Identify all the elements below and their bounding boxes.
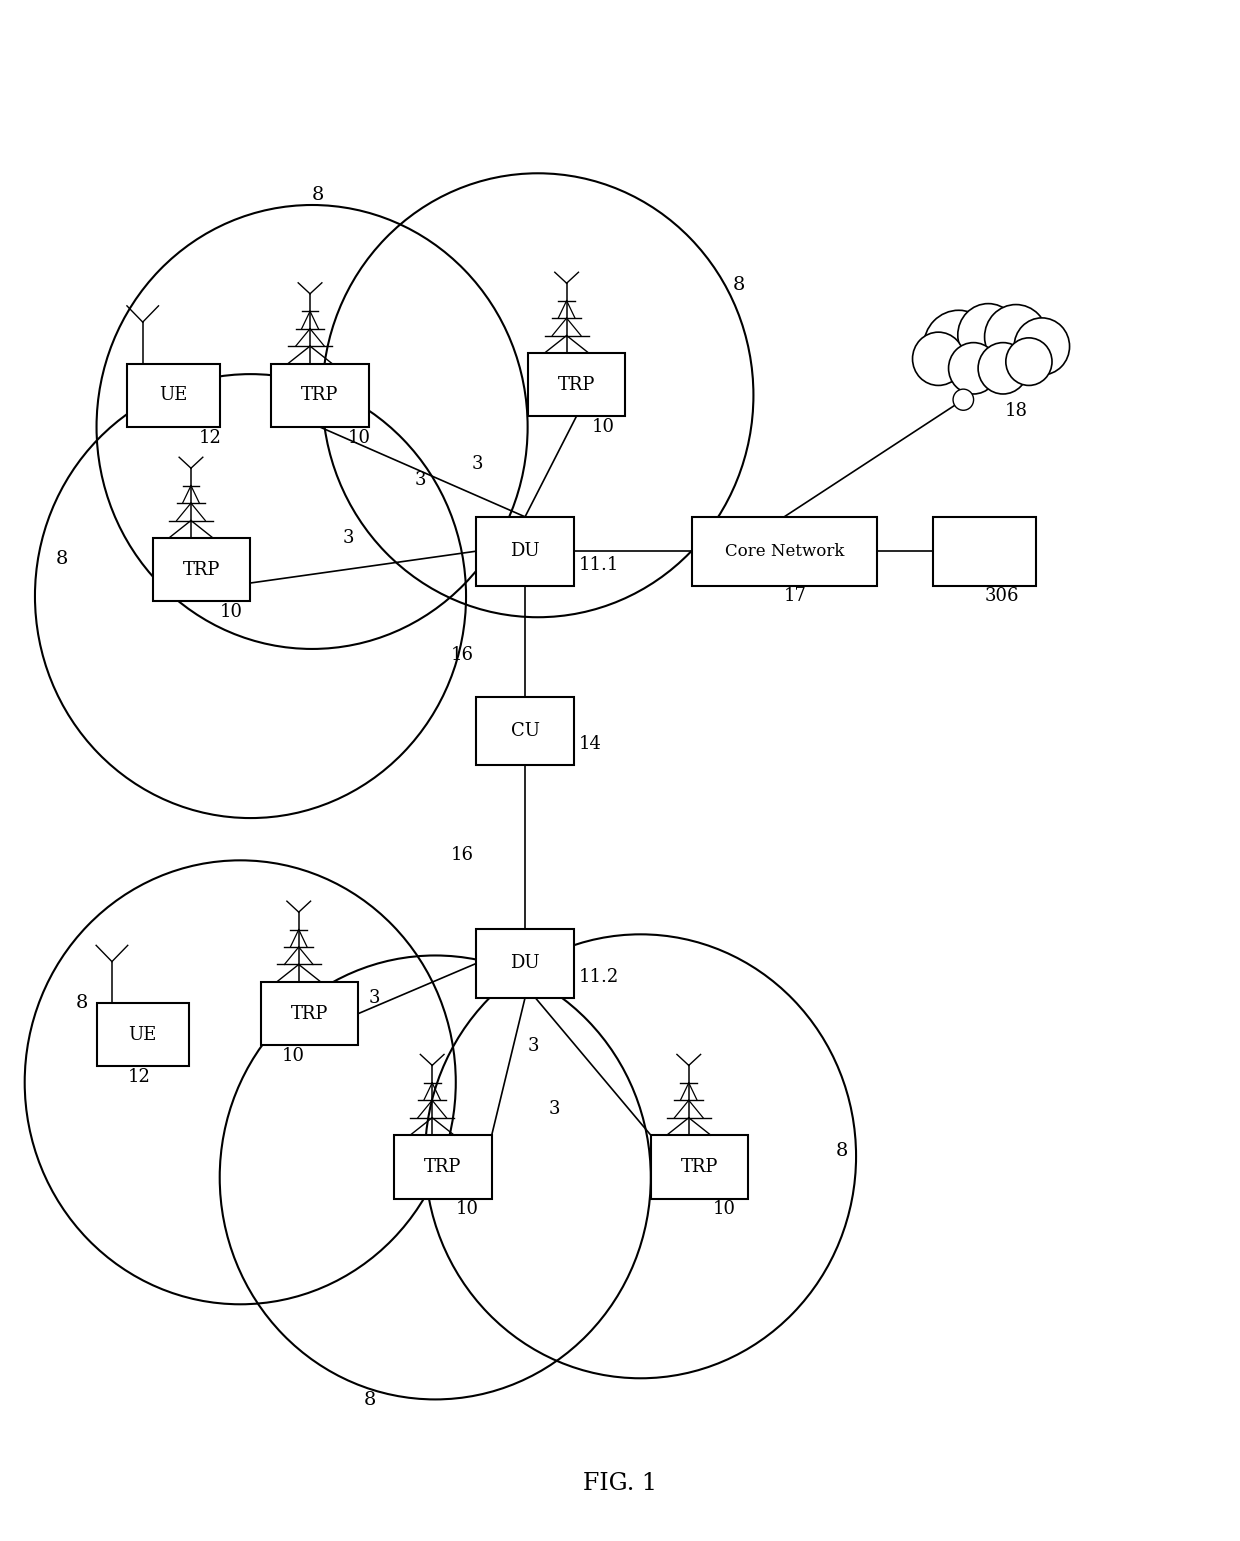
Bar [528, 353, 625, 416]
Circle shape [978, 342, 1028, 394]
Text: 12: 12 [128, 1068, 150, 1086]
Bar [476, 697, 574, 766]
Text: 16: 16 [450, 646, 474, 664]
Text: 10: 10 [591, 418, 614, 436]
Circle shape [954, 390, 973, 410]
Text: 8: 8 [76, 994, 88, 1012]
Text: 8: 8 [363, 1390, 376, 1408]
Bar [153, 538, 250, 601]
Text: CU: CU [511, 721, 539, 740]
Text: 10: 10 [281, 1048, 304, 1065]
Text: TRP: TRP [424, 1157, 461, 1176]
Circle shape [924, 310, 993, 382]
Text: FIG. 1: FIG. 1 [583, 1473, 657, 1495]
Circle shape [949, 342, 998, 394]
Circle shape [1014, 317, 1070, 374]
Bar [272, 364, 368, 427]
Circle shape [913, 333, 965, 385]
Text: TRP: TRP [301, 387, 339, 404]
Text: TRP: TRP [184, 561, 221, 579]
Text: 10: 10 [456, 1200, 479, 1219]
Text: 8: 8 [836, 1142, 848, 1160]
Text: TRP: TRP [558, 376, 595, 393]
Text: UE: UE [129, 1026, 157, 1043]
Text: 8: 8 [312, 186, 325, 203]
Text: 3: 3 [343, 529, 355, 547]
Circle shape [1006, 337, 1052, 385]
Bar [476, 929, 574, 997]
Text: 12: 12 [200, 428, 222, 447]
Text: 11.2: 11.2 [579, 968, 619, 986]
Text: DU: DU [510, 954, 539, 972]
Bar [394, 1136, 492, 1199]
Bar [260, 982, 358, 1045]
Bar [128, 364, 219, 427]
Text: 3: 3 [471, 455, 482, 473]
Text: 11.1: 11.1 [579, 556, 619, 573]
Text: 306: 306 [985, 587, 1019, 606]
Text: 16: 16 [450, 846, 474, 865]
Text: 8: 8 [733, 276, 745, 293]
Text: 3: 3 [528, 1037, 539, 1054]
Circle shape [985, 305, 1048, 370]
Text: 10: 10 [348, 428, 371, 447]
Text: DU: DU [510, 542, 539, 561]
Text: 8: 8 [56, 550, 68, 569]
Text: UE: UE [159, 387, 187, 404]
Text: Core Network: Core Network [724, 542, 844, 559]
Text: 3: 3 [368, 989, 379, 1006]
Bar [651, 1136, 748, 1199]
Text: 3: 3 [414, 472, 427, 488]
Text: 10: 10 [219, 603, 243, 621]
Circle shape [957, 304, 1019, 367]
Text: 3: 3 [548, 1100, 559, 1119]
Text: 18: 18 [1004, 402, 1028, 419]
Text: 17: 17 [784, 587, 807, 606]
Text: 14: 14 [579, 735, 601, 754]
Text: TRP: TRP [681, 1157, 718, 1176]
Text: 10: 10 [712, 1200, 735, 1219]
Bar [97, 1003, 188, 1066]
Bar [932, 516, 1035, 586]
Bar [476, 516, 574, 586]
Bar [692, 516, 877, 586]
Text: TRP: TRP [291, 1005, 329, 1023]
